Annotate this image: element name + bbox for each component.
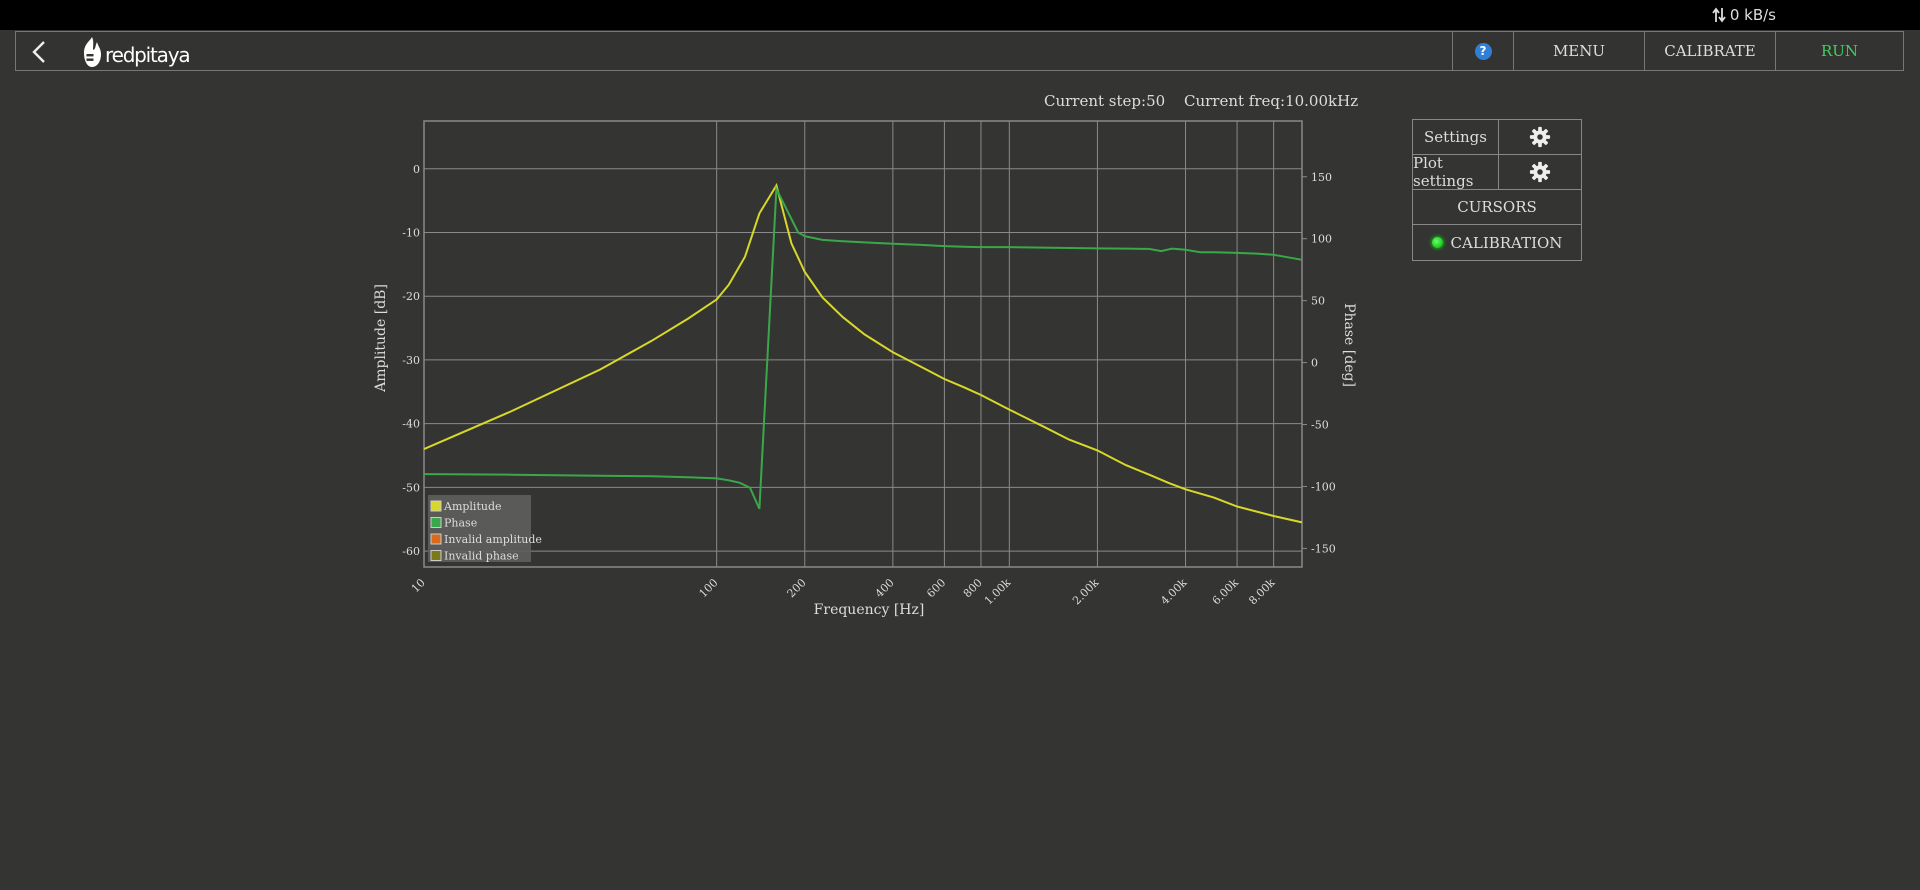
legend-swatch	[430, 500, 442, 512]
current-freq-value: 10.00kHz	[1285, 92, 1359, 110]
app-logo[interactable]: redpitaya	[80, 35, 191, 69]
legend-swatch	[430, 533, 442, 545]
x-tick-label: 2.00k	[1070, 576, 1101, 607]
x-tick-label: 10	[409, 576, 428, 595]
updown-arrows-icon	[1712, 7, 1726, 23]
current-step-status: Current step:50	[1044, 92, 1165, 110]
series-line-amplitude	[423, 182, 1303, 524]
current-step-value: 50	[1146, 92, 1166, 110]
nav-bar: redpitaya ? MENU CALIBRATE RUN	[15, 31, 1904, 71]
y-tick-label: -40	[402, 418, 420, 431]
back-button[interactable]	[24, 36, 56, 68]
x-tick-label: 400	[873, 576, 897, 600]
gear-icon	[1529, 161, 1551, 183]
plotsettings-button[interactable]: Plot settings	[1413, 154, 1499, 190]
calibration-label: CALIBRATION	[1450, 233, 1563, 252]
run-label: RUN	[1820, 42, 1859, 60]
y2-tick-label: 50	[1311, 295, 1325, 308]
plot-frame	[423, 120, 1303, 568]
series-line-phase	[423, 185, 1303, 510]
legend-entry: Invalid phase	[444, 550, 519, 563]
y2-tick-label: -50	[1311, 419, 1329, 432]
plot-series	[423, 182, 1303, 524]
y-tick-label: -50	[402, 481, 420, 494]
calibration-button[interactable]: CALIBRATION	[1413, 225, 1581, 260]
cursors-button[interactable]: CURSORS	[1413, 190, 1581, 224]
plot-legend[interactable]: Amplitude Phase Invalid amplitude Invalid p…	[428, 495, 542, 563]
legend-entry: Amplitude	[443, 500, 502, 513]
legend-entry: Phase	[444, 517, 477, 530]
cursors-row: CURSORS	[1413, 190, 1581, 225]
top-status-bar: 0 kB/s	[0, 0, 1920, 30]
x-tick-label: 4.00k	[1158, 576, 1189, 607]
legend-background	[428, 495, 531, 562]
current-freq-status: Current freq:10.00kHz	[1184, 92, 1358, 110]
cursors-label: CURSORS	[1457, 198, 1537, 216]
y2-axis-label: Phase [deg]	[1341, 303, 1357, 387]
menu-label: MENU	[1552, 42, 1606, 60]
legend-swatch	[430, 550, 442, 561]
y2-tick-label: 150	[1311, 171, 1332, 184]
y2-tick-label: -100	[1311, 480, 1336, 493]
settings-gear-button[interactable]	[1499, 120, 1581, 154]
x-tick-label: 1.00k	[982, 576, 1013, 607]
calibration-row: CALIBRATION	[1413, 225, 1581, 260]
calibration-status-led-icon	[1431, 237, 1443, 248]
help-icon: ?	[1474, 42, 1492, 60]
settings-row: Settings	[1413, 120, 1581, 155]
x-tick-label: 6.00k	[1210, 576, 1241, 607]
network-status: 0 kB/s	[1712, 6, 1776, 24]
y2-tick-label: -150	[1311, 542, 1336, 555]
legend-swatch	[430, 517, 442, 528]
y-tick-label: -30	[402, 354, 420, 367]
plotsettings-row: Plot settings	[1413, 154, 1581, 190]
y-tick-label: -60	[402, 545, 420, 558]
x-tick-label: 600	[924, 576, 948, 600]
x-tick-label: 8.00k	[1246, 576, 1277, 607]
y-tick-label: -10	[402, 227, 420, 240]
y-axis-label: Amplitude [dB]	[373, 284, 389, 393]
run-button[interactable]: RUN	[1775, 32, 1903, 70]
x-tick-label: 100	[697, 576, 721, 600]
calibrate-label: CALIBRATE	[1664, 42, 1756, 60]
logo-text: redpitaya	[105, 43, 191, 67]
x-tick-label: 800	[961, 576, 985, 600]
menu-button[interactable]: MENU	[1513, 32, 1644, 70]
y2-tick-label: 0	[1311, 357, 1318, 370]
legend-entry: Invalid amplitude	[444, 533, 542, 546]
side-panel: Settings Plot settings	[1412, 119, 1582, 261]
y-tick-label: 0	[413, 163, 420, 176]
help-button[interactable]: ?	[1452, 32, 1513, 70]
gear-icon	[1529, 126, 1551, 148]
plotsettings-gear-button[interactable]	[1499, 155, 1581, 189]
y-tick-label: -20	[402, 290, 420, 303]
chevron-left-icon	[32, 41, 45, 63]
y2-tick-label: 100	[1311, 233, 1332, 246]
network-rate: 0 kB/s	[1729, 6, 1776, 24]
x-axis-label: Frequency [Hz]	[814, 602, 925, 618]
plot-grid	[424, 121, 1302, 567]
settings-button[interactable]: Settings	[1413, 120, 1499, 154]
x-tick-label: 200	[785, 576, 809, 600]
current-freq-label: Current freq:	[1184, 92, 1286, 110]
redpitaya-flame-icon	[84, 37, 101, 67]
calibrate-button[interactable]: CALIBRATE	[1644, 32, 1775, 70]
current-step-label: Current step:	[1044, 92, 1147, 110]
